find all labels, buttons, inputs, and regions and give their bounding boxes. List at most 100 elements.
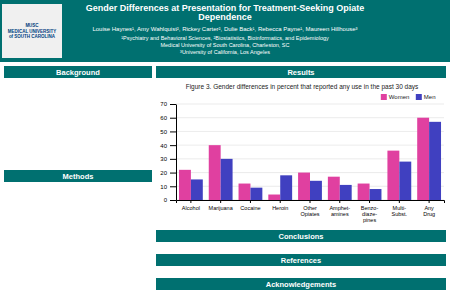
bar-series xyxy=(179,118,429,200)
tick: 20 xyxy=(160,170,176,176)
bars xyxy=(179,118,441,200)
tick-label: 0 xyxy=(164,197,168,203)
tick: 40 xyxy=(160,143,176,149)
axis-line xyxy=(177,201,445,204)
section-header: Background xyxy=(56,68,100,77)
tick: Cocaine xyxy=(240,200,260,211)
legend-label: Men xyxy=(424,94,436,100)
tick: Multi-Subst. xyxy=(392,200,408,217)
grid-line xyxy=(176,131,444,132)
section-header-band xyxy=(4,170,152,182)
section-header-band xyxy=(4,66,152,78)
tick-mark xyxy=(170,159,176,160)
tick-mark xyxy=(170,200,176,201)
grid-line xyxy=(176,117,444,118)
tick-mark xyxy=(250,200,251,203)
legend-swatch xyxy=(381,94,387,100)
tick: Benzo-diaze-pines xyxy=(361,200,379,223)
tick: OtherOpiates xyxy=(301,200,320,217)
bar-series xyxy=(191,122,441,200)
grid-line xyxy=(176,104,444,105)
poster: MUSCMEDICAL UNIVERSITYof SOUTH CAROLINAG… xyxy=(0,0,450,300)
legend: Women Men xyxy=(381,94,436,100)
legend-label: Women xyxy=(389,94,410,100)
tick-label: AnyDrug xyxy=(423,205,435,217)
tick: 60 xyxy=(160,115,176,121)
bar xyxy=(417,118,429,200)
tick-label: Benzo-diaze-pines xyxy=(361,205,379,223)
bar xyxy=(399,162,411,200)
chart: Figure 3. Gender differences in percent … xyxy=(160,83,444,223)
section-header: Results xyxy=(287,68,314,77)
bar xyxy=(239,184,251,200)
tick-label: Marijuana xyxy=(209,205,234,211)
bar xyxy=(340,185,352,200)
tick: 70 xyxy=(160,101,176,107)
tick-label: OtherOpiates xyxy=(301,205,320,217)
grid xyxy=(176,104,444,200)
section-header-band xyxy=(156,254,446,266)
tick-mark xyxy=(190,200,191,203)
bar xyxy=(191,179,203,200)
bar xyxy=(179,170,191,200)
poster-authors: Louise Haynes¹, Amy Wahlquist², Rickey C… xyxy=(92,26,357,32)
legend-swatch xyxy=(416,94,422,100)
tick-label: Multi-Subst. xyxy=(392,205,408,217)
bar xyxy=(280,175,292,200)
tick-label: 50 xyxy=(160,129,167,135)
tick-label: 70 xyxy=(160,101,167,107)
tick-mark xyxy=(170,145,176,146)
section-header: References xyxy=(281,256,321,265)
tick-mark xyxy=(369,200,370,203)
chart-title: Figure 3. Gender differences in percent … xyxy=(186,83,419,91)
tick: 10 xyxy=(160,184,176,190)
header-band xyxy=(0,0,450,62)
tick-label: 60 xyxy=(160,115,167,121)
tick-mark xyxy=(170,118,176,119)
bar xyxy=(310,181,322,200)
tick-label: 10 xyxy=(160,184,167,190)
bar xyxy=(429,122,441,200)
tick-label: Cocaine xyxy=(240,205,260,211)
tick-label: Heroin xyxy=(272,205,288,211)
tick-mark xyxy=(429,200,430,203)
logo-text: MUSCMEDICAL UNIVERSITYof SOUTH CAROLINA xyxy=(8,23,57,39)
tick-mark xyxy=(170,104,176,105)
section-header-band xyxy=(156,230,446,242)
tick-mark xyxy=(339,200,340,203)
bar xyxy=(209,145,221,200)
tick-mark xyxy=(170,131,176,132)
tick-mark xyxy=(399,200,400,203)
section-header: Acknowledgements xyxy=(266,280,336,289)
bar xyxy=(358,184,370,200)
tick-label: Amphet-amines xyxy=(329,205,350,217)
tick: Alcohol xyxy=(182,200,200,211)
tick-mark xyxy=(170,186,176,187)
y-axis: 0 10 20 30 40 50 60 70 xyxy=(160,101,176,203)
bar xyxy=(370,189,382,200)
axis-line xyxy=(176,105,177,201)
tick-mark xyxy=(220,200,221,203)
tick: Amphet-amines xyxy=(329,200,350,217)
tick-label: 20 xyxy=(160,170,167,176)
tick-label: 40 xyxy=(160,143,167,149)
bar xyxy=(250,188,262,200)
tick: 0 xyxy=(164,197,176,203)
tick: 50 xyxy=(160,129,176,135)
tick-mark xyxy=(170,173,176,174)
bar xyxy=(221,159,233,200)
tick: AnyDrug xyxy=(423,200,435,217)
section-header-band xyxy=(156,278,446,290)
section-header: Conclusions xyxy=(278,232,323,241)
bar xyxy=(387,151,399,200)
bar xyxy=(328,177,340,200)
section-header-band xyxy=(156,66,446,78)
logo-box xyxy=(2,4,62,58)
x-axis: Alcohol Marijuana Cocaine Heroin OtherOpiate… xyxy=(177,200,445,223)
tick-label: Alcohol xyxy=(182,205,200,211)
bar xyxy=(298,173,310,200)
tick-label: 30 xyxy=(160,156,167,162)
section-header: Methods xyxy=(63,172,94,181)
poster-affiliations: ¹Psychiatry and Behavioral Sciences, ²Bi… xyxy=(121,35,329,55)
tick: 30 xyxy=(160,156,176,162)
